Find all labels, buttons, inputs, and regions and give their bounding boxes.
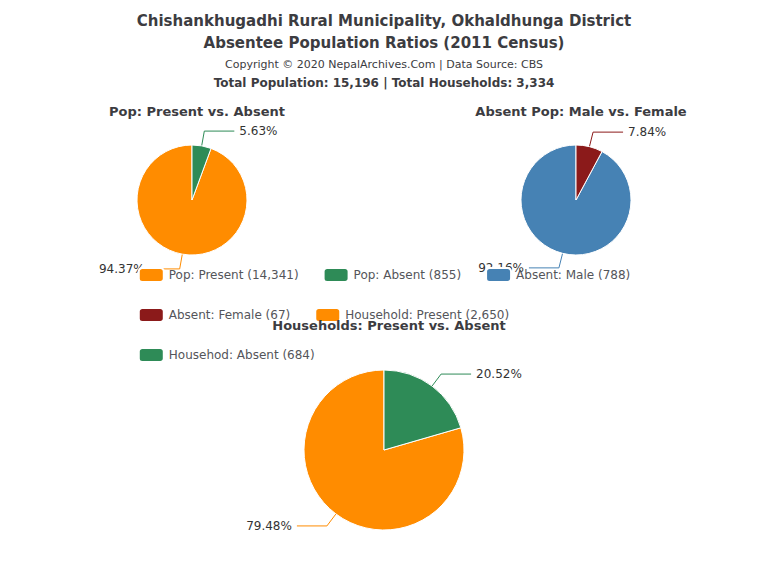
svg-text:Absent Pop: Male vs. Female: Absent Pop: Male vs. Female — [475, 104, 687, 119]
svg-text:Household: Present (2,650): Household: Present (2,650) — [345, 308, 510, 322]
svg-text:Absent: Female (67): Absent: Female (67) — [168, 308, 291, 322]
svg-text:Absent: Male (788): Absent: Male (788) — [516, 268, 630, 282]
svg-text:Chishankhugadhi Rural Municipa: Chishankhugadhi Rural Municipality, Okha… — [137, 12, 631, 30]
svg-text:7.84%: 7.84% — [628, 125, 666, 139]
svg-text:79.48%: 79.48% — [246, 519, 292, 533]
svg-text:Copyright © 2020 NepalArchives: Copyright © 2020 NepalArchives.Com | Dat… — [225, 58, 543, 71]
svg-text:Households: Present vs. Absent: Households: Present vs. Absent — [272, 318, 505, 333]
svg-text:Pop: Present (14,341): Pop: Present (14,341) — [169, 268, 299, 282]
svg-text:Total Population: 15,196 | Tot: Total Population: 15,196 | Total Househo… — [214, 76, 555, 90]
svg-text:20.52%: 20.52% — [476, 367, 522, 381]
svg-text:Pop: Absent (855): Pop: Absent (855) — [354, 268, 461, 282]
svg-text:5.63%: 5.63% — [239, 124, 277, 138]
svg-text:94.37%: 94.37% — [98, 261, 145, 276]
svg-text:Househod: Absent (684): Househod: Absent (684) — [169, 348, 315, 362]
svg-text:Absentee Population Ratios (20: Absentee Population Ratios (2011 Census) — [204, 34, 565, 52]
svg-text:Pop: Present vs. Absent: Pop: Present vs. Absent — [109, 104, 285, 119]
